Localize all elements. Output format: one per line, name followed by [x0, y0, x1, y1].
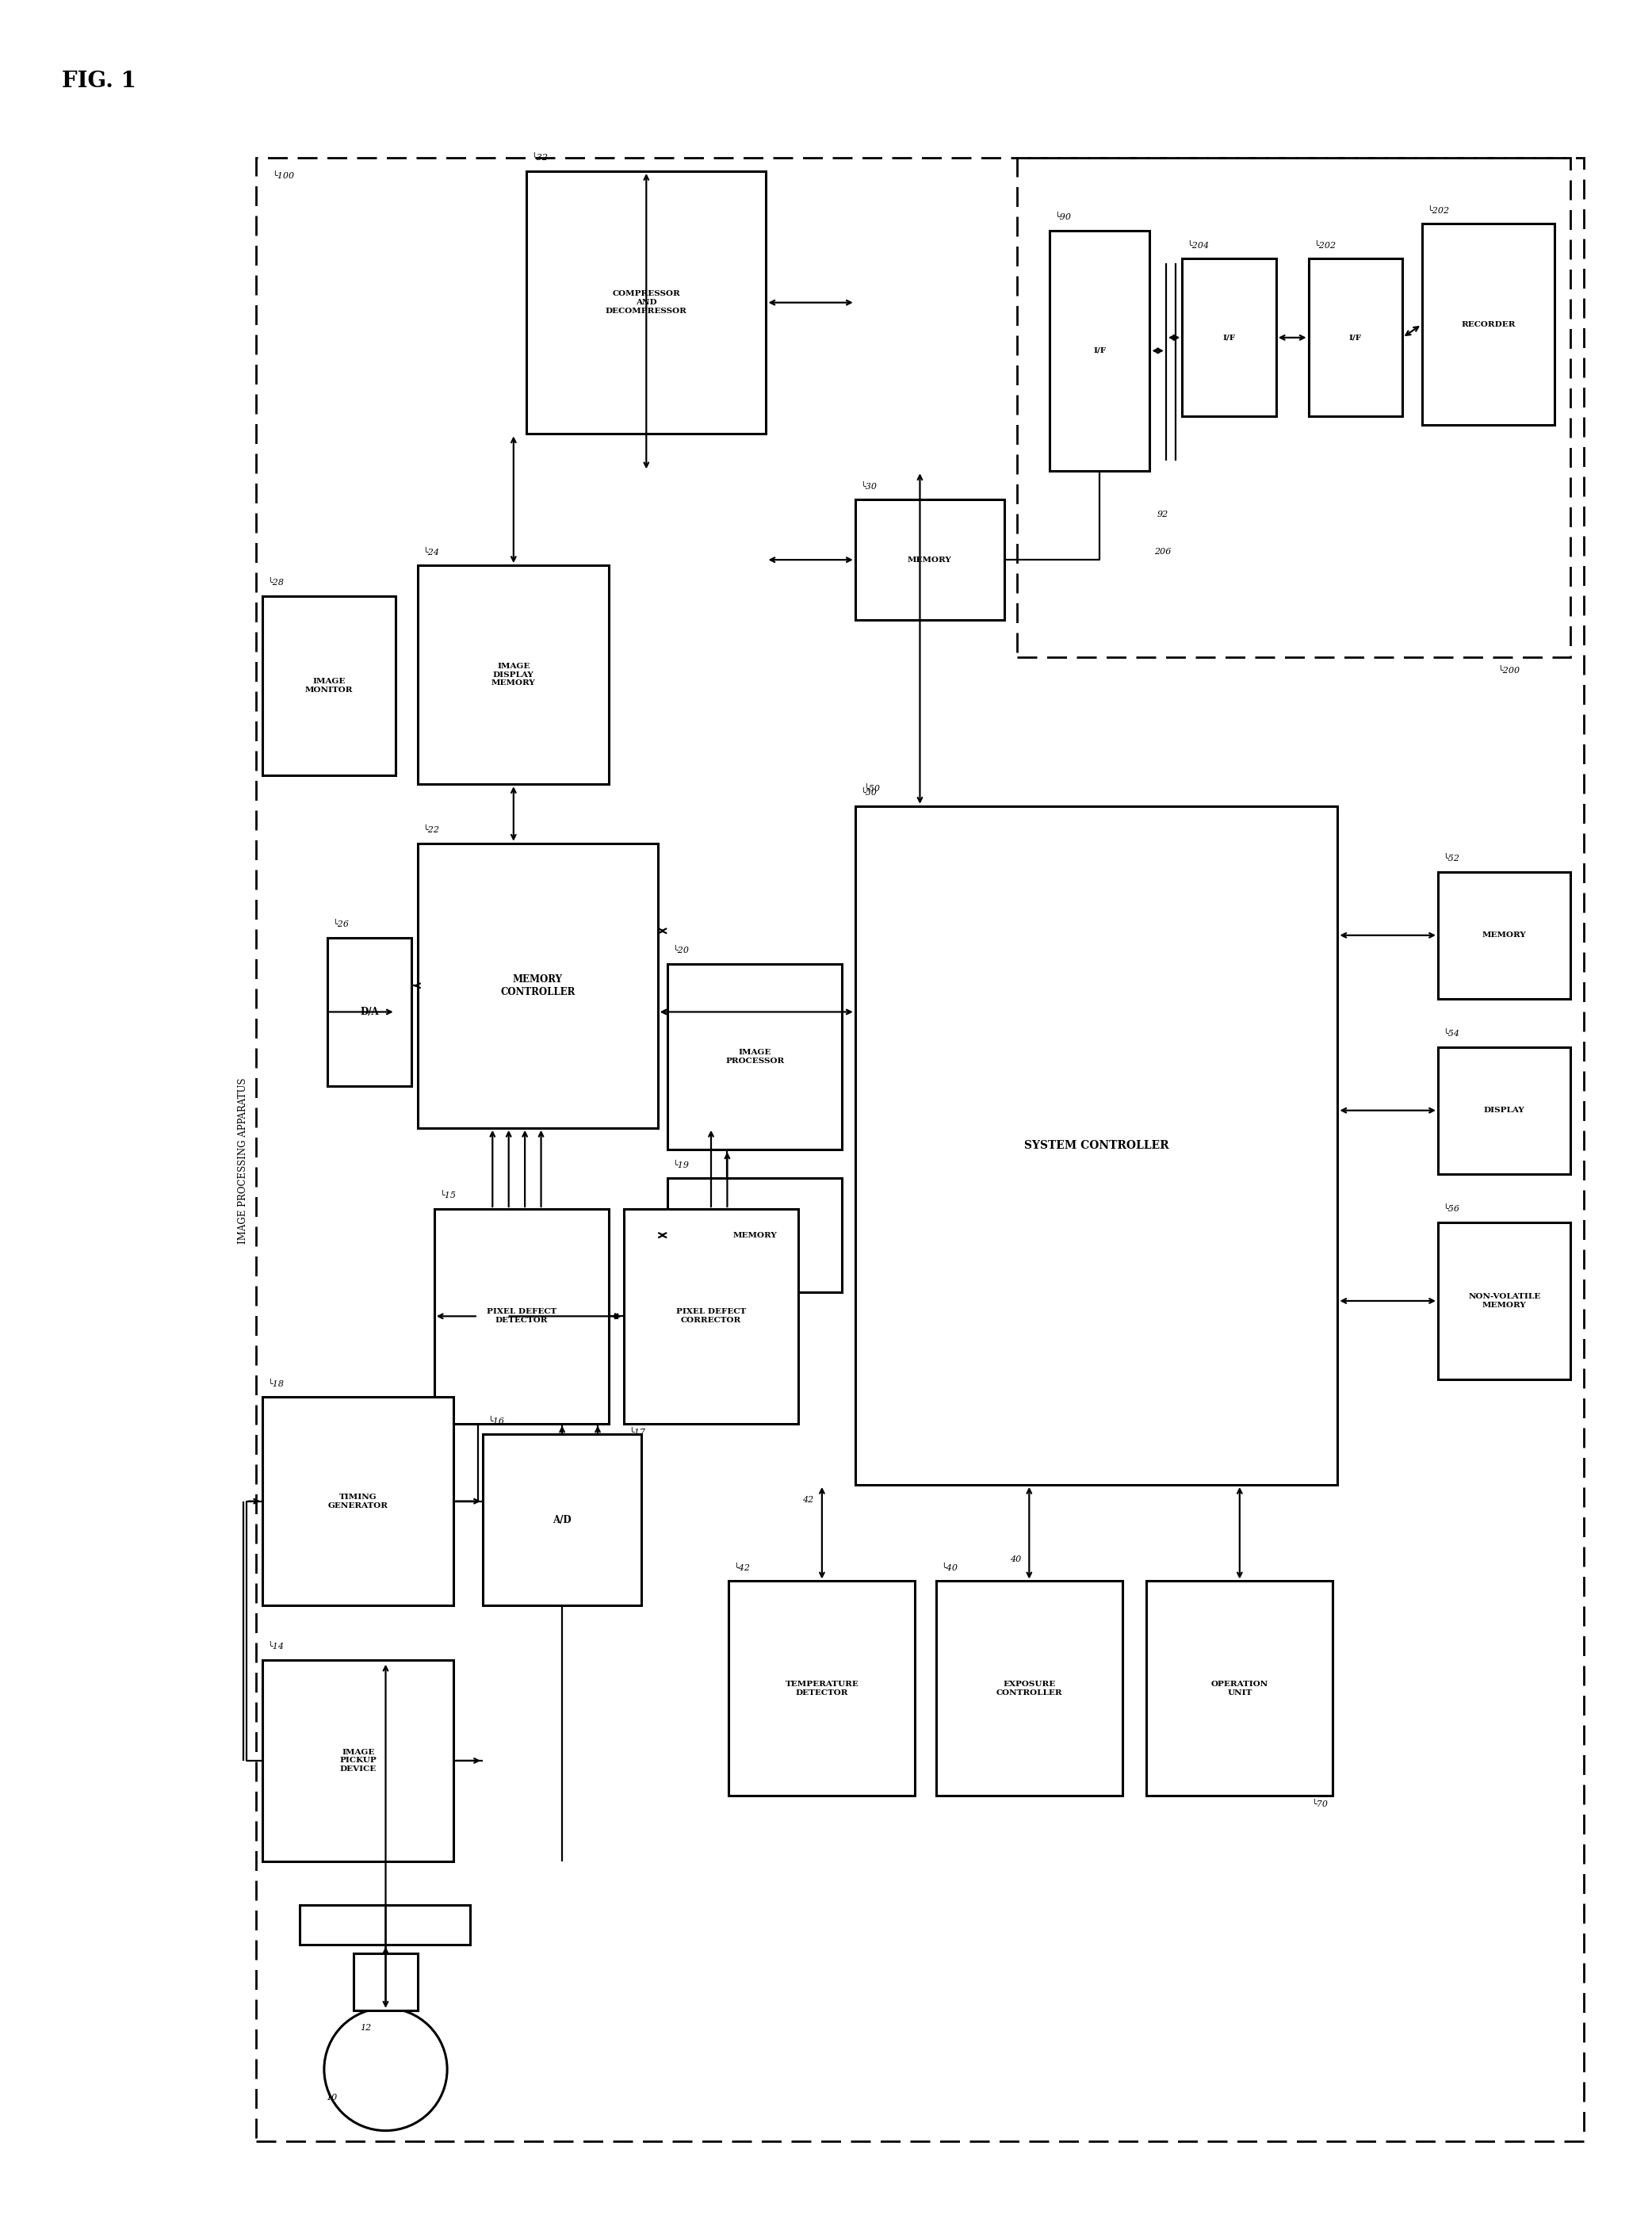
Text: ╰202: ╰202 — [1427, 206, 1449, 214]
Text: IMAGE
PICKUP
DEVICE: IMAGE PICKUP DEVICE — [340, 1749, 377, 1774]
Text: ╰100: ╰100 — [273, 172, 294, 179]
Text: ╰52: ╰52 — [1442, 856, 1459, 862]
Bar — [1437, 871, 1571, 999]
Text: FIG. 1: FIG. 1 — [61, 71, 135, 92]
Text: PIXEL DEFECT
CORRECTOR: PIXEL DEFECT CORRECTOR — [676, 1309, 747, 1325]
Bar — [667, 963, 843, 1151]
Text: ╰50: ╰50 — [861, 789, 877, 798]
Bar — [856, 500, 1004, 621]
Text: I/F: I/F — [1094, 346, 1105, 355]
Text: A/D: A/D — [553, 1515, 572, 1526]
Text: COMPRESSOR
AND
DECOMPRESSOR: COMPRESSOR AND DECOMPRESSOR — [606, 290, 687, 315]
Bar — [354, 1953, 418, 2011]
Bar — [482, 1434, 641, 1606]
Text: SYSTEM CONTROLLER: SYSTEM CONTROLLER — [1024, 1139, 1168, 1151]
Bar — [263, 596, 395, 775]
Text: ╰28: ╰28 — [268, 579, 284, 588]
Text: ╰54: ╰54 — [1442, 1030, 1459, 1039]
Text: ╰202: ╰202 — [1313, 241, 1335, 250]
Text: IMAGE PROCESSING APPARATUS: IMAGE PROCESSING APPARATUS — [238, 1077, 248, 1244]
Text: MEMORY
CONTROLLER: MEMORY CONTROLLER — [501, 974, 575, 996]
Text: ╰42: ╰42 — [733, 1564, 750, 1573]
Text: ╰40: ╰40 — [942, 1564, 958, 1573]
Text: ╰18: ╰18 — [268, 1381, 284, 1387]
Bar — [729, 1582, 915, 1796]
Text: DISPLAY: DISPLAY — [1483, 1106, 1525, 1115]
Text: ╰19: ╰19 — [672, 1162, 689, 1168]
Text: ╰16: ╰16 — [487, 1416, 504, 1425]
Bar — [256, 159, 1584, 2142]
Text: MEMORY: MEMORY — [907, 556, 952, 563]
Bar — [327, 938, 411, 1086]
Text: IMAGE
DISPLAY
MEMORY: IMAGE DISPLAY MEMORY — [491, 663, 535, 686]
Text: ╰200: ╰200 — [1498, 666, 1520, 675]
Bar — [263, 1396, 454, 1606]
Text: 92: 92 — [1156, 512, 1168, 518]
Text: MEMORY: MEMORY — [1482, 932, 1526, 938]
Text: ╰24: ╰24 — [423, 547, 439, 556]
Bar — [1422, 223, 1555, 424]
Bar — [299, 1906, 469, 1944]
Text: NON-VOLATILE
MEMORY: NON-VOLATILE MEMORY — [1469, 1293, 1541, 1309]
Bar — [856, 806, 1338, 1486]
Text: ╰204: ╰204 — [1188, 241, 1209, 250]
Ellipse shape — [324, 2008, 448, 2131]
Text: 12: 12 — [360, 2024, 372, 2031]
Text: D/A: D/A — [360, 1008, 378, 1016]
Text: ╰17: ╰17 — [628, 1428, 646, 1436]
Bar — [418, 565, 610, 784]
Text: 10: 10 — [325, 2093, 337, 2102]
Bar — [1308, 259, 1403, 416]
Text: ╰26: ╰26 — [332, 920, 349, 929]
Bar — [527, 172, 767, 433]
Text: ╰32: ╰32 — [532, 154, 548, 163]
Text: TEMPERATURE
DETECTOR: TEMPERATURE DETECTOR — [785, 1680, 859, 1696]
Text: IMAGE
PROCESSOR: IMAGE PROCESSOR — [725, 1050, 785, 1066]
Text: EXPOSURE
CONTROLLER: EXPOSURE CONTROLLER — [996, 1680, 1062, 1696]
Bar — [624, 1209, 798, 1423]
Text: ╰30: ╰30 — [861, 483, 877, 491]
Text: OPERATION
UNIT: OPERATION UNIT — [1211, 1680, 1269, 1696]
Text: MEMORY: MEMORY — [733, 1231, 776, 1240]
Bar — [1183, 259, 1275, 416]
Text: ╰15: ╰15 — [439, 1191, 456, 1200]
Text: ╰14: ╰14 — [268, 1642, 284, 1651]
Bar — [1437, 1048, 1571, 1173]
Text: ╰50: ╰50 — [864, 784, 881, 793]
Bar — [418, 842, 657, 1128]
Bar — [263, 1660, 454, 1861]
Bar — [667, 1177, 843, 1291]
Text: I/F: I/F — [1222, 335, 1236, 342]
Text: I/F: I/F — [1350, 335, 1361, 342]
Text: ╰90: ╰90 — [1054, 212, 1070, 221]
Bar — [1146, 1582, 1333, 1796]
Bar — [1049, 230, 1150, 471]
Text: IMAGE
MONITOR: IMAGE MONITOR — [306, 677, 354, 693]
Bar — [1018, 159, 1571, 657]
Bar — [937, 1582, 1122, 1796]
Bar — [1437, 1222, 1571, 1381]
Text: ╰20: ╰20 — [672, 947, 689, 954]
Text: 206: 206 — [1155, 547, 1171, 556]
Text: ╰56: ╰56 — [1442, 1204, 1459, 1213]
Text: 42: 42 — [803, 1497, 814, 1503]
Bar — [434, 1209, 610, 1423]
Text: PIXEL DEFECT
DETECTOR: PIXEL DEFECT DETECTOR — [487, 1309, 557, 1325]
Text: RECORDER: RECORDER — [1460, 322, 1515, 328]
Text: 40: 40 — [1009, 1555, 1021, 1564]
Text: ╰22: ╰22 — [423, 827, 439, 833]
Text: ╰70: ╰70 — [1312, 1801, 1328, 1810]
Text: TIMING
GENERATOR: TIMING GENERATOR — [329, 1492, 388, 1508]
